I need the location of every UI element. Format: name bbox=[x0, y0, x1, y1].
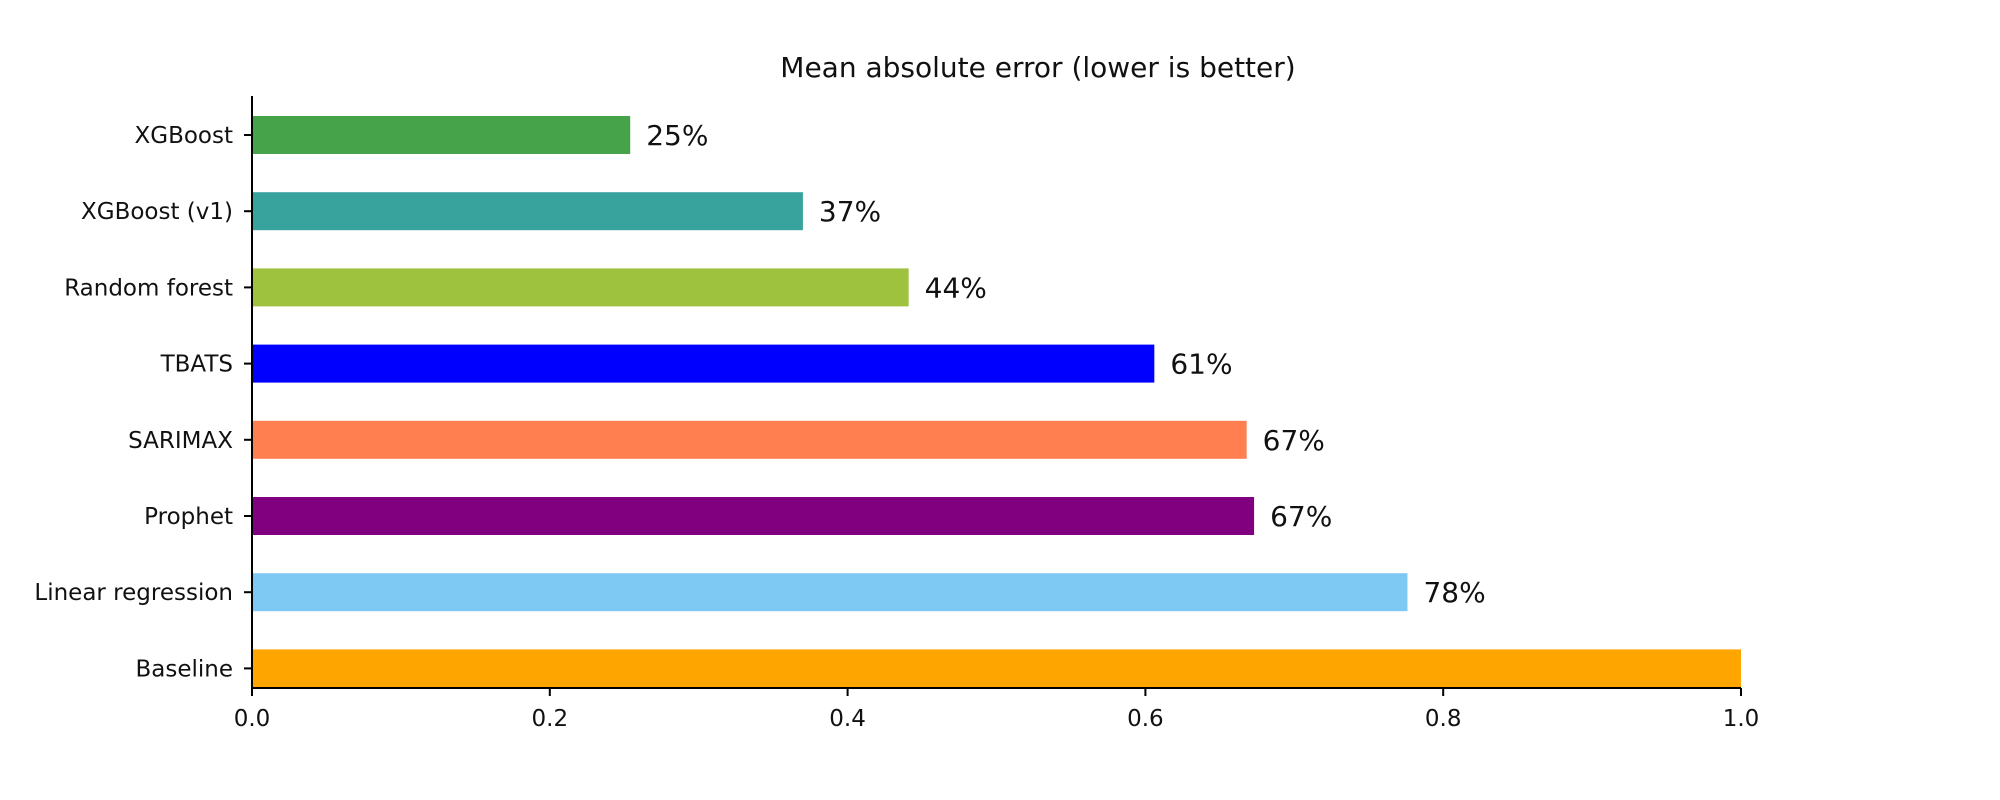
data-label-xgboost-v1: 37% bbox=[819, 195, 881, 228]
category-labels: XGBoost XGBoost (v1) Random forest TBATS SAR… bbox=[34, 123, 233, 682]
bar-sarimax bbox=[252, 420, 1247, 459]
x-tick-label-3: 0.6 bbox=[1127, 706, 1164, 732]
data-label-prophet: 67% bbox=[1270, 500, 1332, 533]
bar-prophet bbox=[252, 497, 1255, 535]
bar-tbats bbox=[252, 344, 1155, 383]
chart-title: Mean absolute error (lower is better) bbox=[780, 51, 1295, 84]
data-labels: 25% 37% 44% 61% 67% 67% 78% bbox=[646, 119, 1485, 609]
bar-random-forest bbox=[252, 268, 909, 307]
category-label-baseline: Baseline bbox=[135, 656, 233, 682]
category-label-random-forest: Random forest bbox=[64, 275, 233, 301]
category-label-sarimax: SARIMAX bbox=[128, 428, 233, 454]
data-label-random-forest: 44% bbox=[925, 271, 987, 304]
bars-group bbox=[252, 116, 1741, 688]
data-label-tbats: 61% bbox=[1170, 348, 1232, 381]
category-label-linear-regression: Linear regression bbox=[34, 580, 233, 606]
bar-linear-regression bbox=[252, 573, 1408, 612]
x-axis: 0.0 0.2 0.4 0.6 0.8 1.0 bbox=[234, 687, 1760, 732]
data-label-sarimax: 67% bbox=[1263, 424, 1325, 457]
bar-xgboost bbox=[252, 116, 631, 154]
x-tick-label-1: 0.2 bbox=[532, 706, 569, 732]
category-label-tbats: TBATS bbox=[160, 352, 233, 378]
category-label-prophet: Prophet bbox=[144, 504, 233, 530]
category-label-xgboost-v1: XGBoost (v1) bbox=[81, 199, 233, 225]
bar-baseline bbox=[252, 649, 1741, 688]
category-label-xgboost: XGBoost bbox=[134, 123, 233, 149]
x-tick-label-5: 1.0 bbox=[1723, 706, 1760, 732]
x-tick-label-4: 0.8 bbox=[1425, 706, 1462, 732]
bar-xgboost-v1 bbox=[252, 192, 803, 231]
x-tick-label-2: 0.4 bbox=[829, 706, 866, 732]
data-label-xgboost: 25% bbox=[646, 119, 708, 152]
x-tick-label-0: 0.0 bbox=[234, 706, 271, 732]
data-label-linear-regression: 78% bbox=[1423, 576, 1485, 609]
y-axis bbox=[244, 96, 253, 688]
